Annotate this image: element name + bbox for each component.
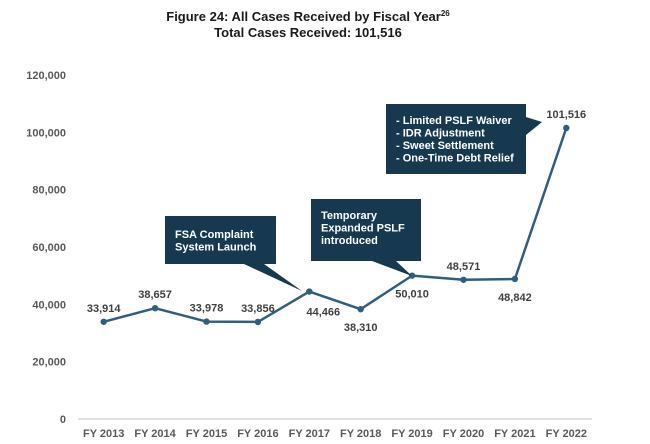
x-tick-label: FY 2014: [134, 428, 176, 440]
data-point: [357, 305, 364, 313]
data-label: 33,856: [241, 303, 275, 315]
data-labels: 33,914 38,657 33,978 33,856 44,466 38,310 50,0…: [87, 109, 586, 334]
data-point: [460, 276, 467, 283]
y-tick-label: 120,000: [26, 70, 66, 82]
data-point: [306, 288, 313, 295]
x-tick-label: FY 2018: [340, 428, 381, 440]
y-tick-label: 0: [60, 414, 66, 426]
callout-text: - IDR Adjustment: [396, 128, 485, 140]
callout-text: Temporary: [321, 210, 378, 222]
callout-text: - One-Time Debt Relief: [396, 153, 514, 165]
x-tick-label: FY 2019: [391, 428, 432, 440]
y-tick-label: 80,000: [32, 185, 66, 197]
data-label: 101,516: [546, 109, 586, 121]
data-label: 44,466: [306, 307, 340, 319]
callout-text: introduced: [321, 235, 378, 247]
data-label: 33,978: [190, 303, 224, 315]
x-tick-label: FY 2021: [494, 428, 535, 440]
data-point: [408, 272, 416, 279]
x-axis: FY 2013 FY 2014 FY 2015 FY 2016 FY 2017 FY 20…: [78, 418, 592, 440]
data-label: 48,571: [447, 261, 481, 273]
data-label: 48,842: [498, 292, 532, 304]
data-label: 33,914: [87, 303, 122, 315]
callout-text: Expanded PSLF: [321, 223, 405, 235]
data-point: [511, 275, 519, 283]
series-group: [100, 124, 570, 326]
annotation-callout: - Limited PSLF Waiver- IDR Adjustment- S…: [386, 104, 542, 174]
data-point: [563, 124, 570, 132]
data-label: 38,657: [138, 289, 172, 301]
y-tick-label: 60,000: [32, 242, 66, 254]
y-axis: 0 20,000 40,000 60,000 80,000 100,000 120,000: [26, 70, 66, 426]
chart-subtitle: Total Cases Received: 101,516: [214, 25, 402, 40]
data-label: 38,310: [344, 322, 378, 334]
data-point: [254, 318, 262, 326]
data-point: [100, 318, 107, 325]
x-tick-label: FY 2015: [186, 428, 227, 440]
x-tick-label: FY 2016: [237, 428, 278, 440]
chart-title-superscript: 26: [441, 9, 450, 18]
series-line: [103, 127, 568, 324]
callout-pointer: [526, 117, 542, 135]
x-tick-label: FY 2013: [83, 428, 124, 440]
data-point: [203, 318, 210, 325]
data-point: [151, 304, 159, 312]
callout-text: - Sweet Settlement: [396, 140, 494, 152]
callout-box: [386, 104, 526, 174]
chart-title-text: Figure 24: All Cases Received by Fiscal …: [166, 9, 441, 24]
y-tick-label: 20,000: [32, 357, 66, 369]
y-tick-label: 40,000: [32, 299, 66, 311]
y-tick-label: 100,000: [26, 127, 66, 139]
chart-title: Figure 24: All Cases Received by Fiscal …: [166, 9, 450, 24]
x-tick-label: FY 2022: [546, 428, 587, 440]
callout-text: - Limited PSLF Waiver: [396, 115, 512, 127]
data-label: 50,010: [395, 289, 429, 301]
x-tick-label: FY 2017: [289, 428, 330, 440]
callout-box: [311, 199, 421, 261]
callout-pointer: [372, 261, 412, 276]
x-tick-label: FY 2020: [443, 428, 484, 440]
callout-text: FSA Complaint: [175, 229, 254, 241]
callout-pointer: [244, 264, 302, 291]
callout-text: System Launch: [175, 242, 257, 254]
callout-box: [165, 216, 276, 264]
